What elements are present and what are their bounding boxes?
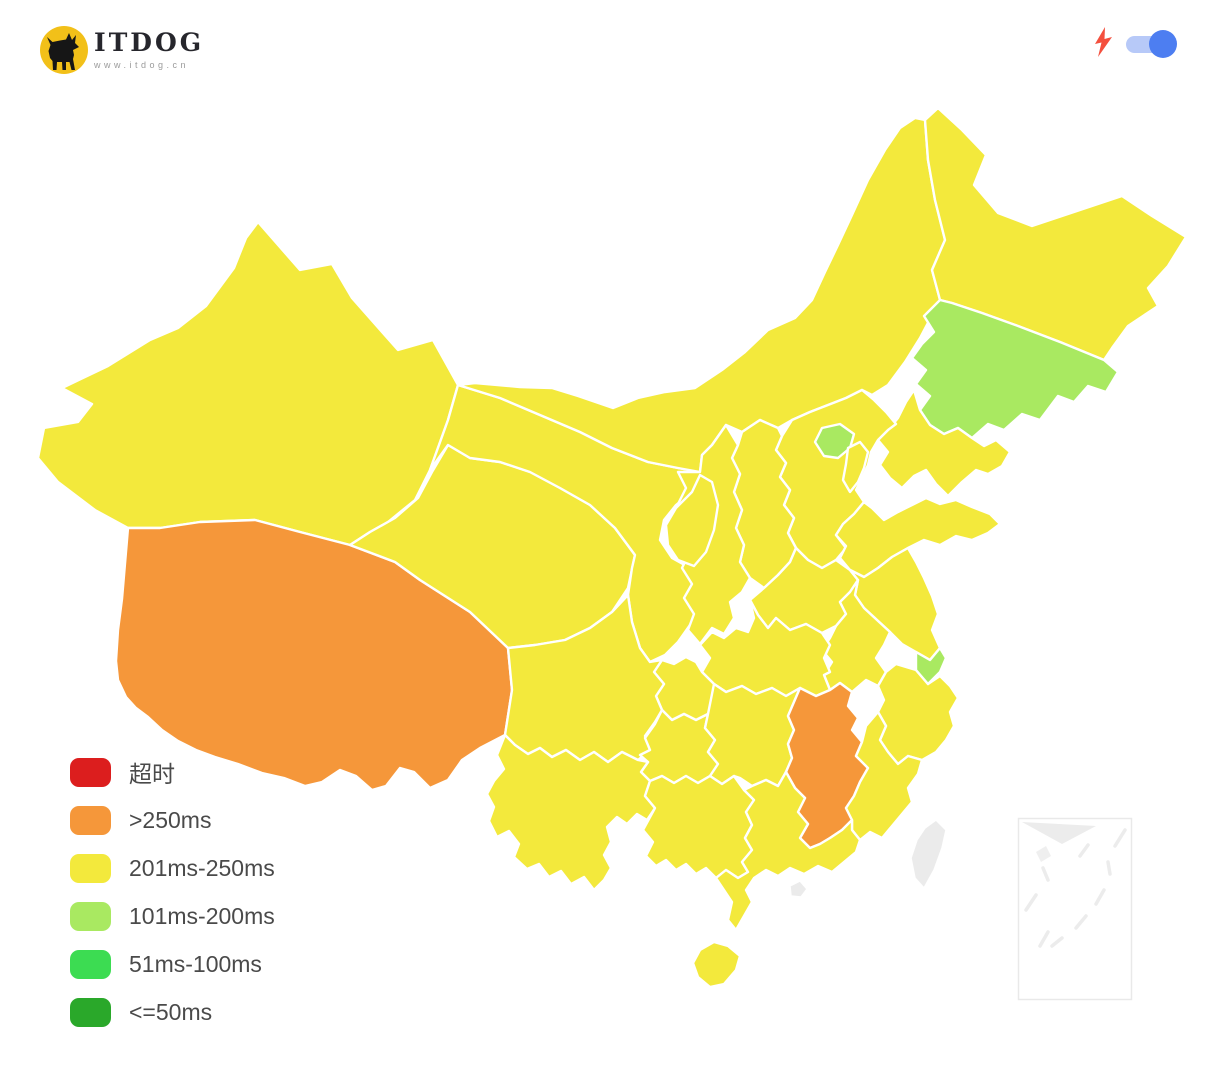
legend-swatch-gt250 bbox=[70, 805, 111, 835]
legend-item-timeout[interactable]: 超时 bbox=[70, 748, 275, 796]
brand-url: www.itdog.cn bbox=[94, 60, 190, 70]
legend-swatch-ms51_100 bbox=[70, 949, 111, 979]
legend-swatch-le50 bbox=[70, 997, 111, 1027]
south-china-sea-inset bbox=[1017, 817, 1133, 1001]
region-zhejiang[interactable]: 浙江 bbox=[876, 662, 960, 766]
region-xianggang: 香港 bbox=[789, 880, 808, 898]
legend-label: <=50ms bbox=[129, 998, 213, 1025]
region-shaanxi[interactable]: 陕西 bbox=[676, 423, 752, 646]
region-hainan[interactable]: 海南 bbox=[691, 940, 742, 989]
region-tianjin[interactable]: 天津 bbox=[841, 440, 870, 494]
page-header: ITDOG www.itdog.cn bbox=[0, 0, 1209, 90]
legend-swatch-ms101_200 bbox=[70, 901, 111, 931]
legend-label: 51ms-100ms bbox=[129, 950, 262, 977]
region-guangxi[interactable]: 广西 bbox=[641, 774, 756, 880]
legend-item-ms51_100[interactable]: 51ms-100ms bbox=[70, 940, 275, 988]
region-beijing[interactable]: 北京 bbox=[813, 422, 856, 460]
region-shanghai[interactable]: 上海 bbox=[914, 646, 948, 686]
dog-icon bbox=[47, 33, 79, 70]
itdog-logo[interactable]: ITDOG www.itdog.cn bbox=[38, 22, 258, 80]
fast-mode-toggle[interactable] bbox=[1126, 30, 1177, 58]
region-taiwan: 台湾 bbox=[910, 819, 947, 889]
region-xizang[interactable]: 西藏 bbox=[114, 518, 514, 792]
legend-label: >250ms bbox=[129, 806, 212, 833]
logo-text: ITDOG www.itdog.cn bbox=[94, 28, 204, 70]
legend-swatch-timeout bbox=[70, 757, 111, 787]
region-heilongjiang[interactable]: 黑龙江 bbox=[923, 106, 1188, 362]
legend-item-ms101_200[interactable]: 101ms-200ms bbox=[70, 892, 275, 940]
legend-label: 101ms-200ms bbox=[129, 902, 275, 929]
region-jilin[interactable]: 吉林 bbox=[910, 298, 1120, 440]
region-yunnan[interactable]: 云南 bbox=[485, 733, 657, 892]
latency-legend: 超时 >250ms 201ms-250ms 101ms-200ms 51ms-100ms… bbox=[70, 748, 275, 1036]
legend-item-ms201_250[interactable]: 201ms-250ms bbox=[70, 844, 275, 892]
legend-label: 超时 bbox=[129, 761, 175, 787]
region-xinjiang[interactable]: 新疆 bbox=[36, 220, 460, 547]
region-guangdong[interactable]: 广东 bbox=[714, 770, 862, 932]
legend-swatch-ms201_250 bbox=[70, 853, 111, 883]
region-liaoning[interactable]: 辽宁 bbox=[876, 388, 1012, 498]
lightning-icon bbox=[1095, 27, 1112, 57]
legend-item-gt250[interactable]: >250ms bbox=[70, 796, 275, 844]
region-fujian[interactable]: 福建 bbox=[844, 710, 924, 842]
toggle-knob bbox=[1149, 30, 1177, 58]
legend-label: 201ms-250ms bbox=[129, 854, 275, 881]
region-ningxia[interactable]: 宁夏 bbox=[664, 473, 720, 568]
brand-name: ITDOG bbox=[94, 28, 205, 57]
legend-item-le50[interactable]: <=50ms bbox=[70, 988, 275, 1036]
